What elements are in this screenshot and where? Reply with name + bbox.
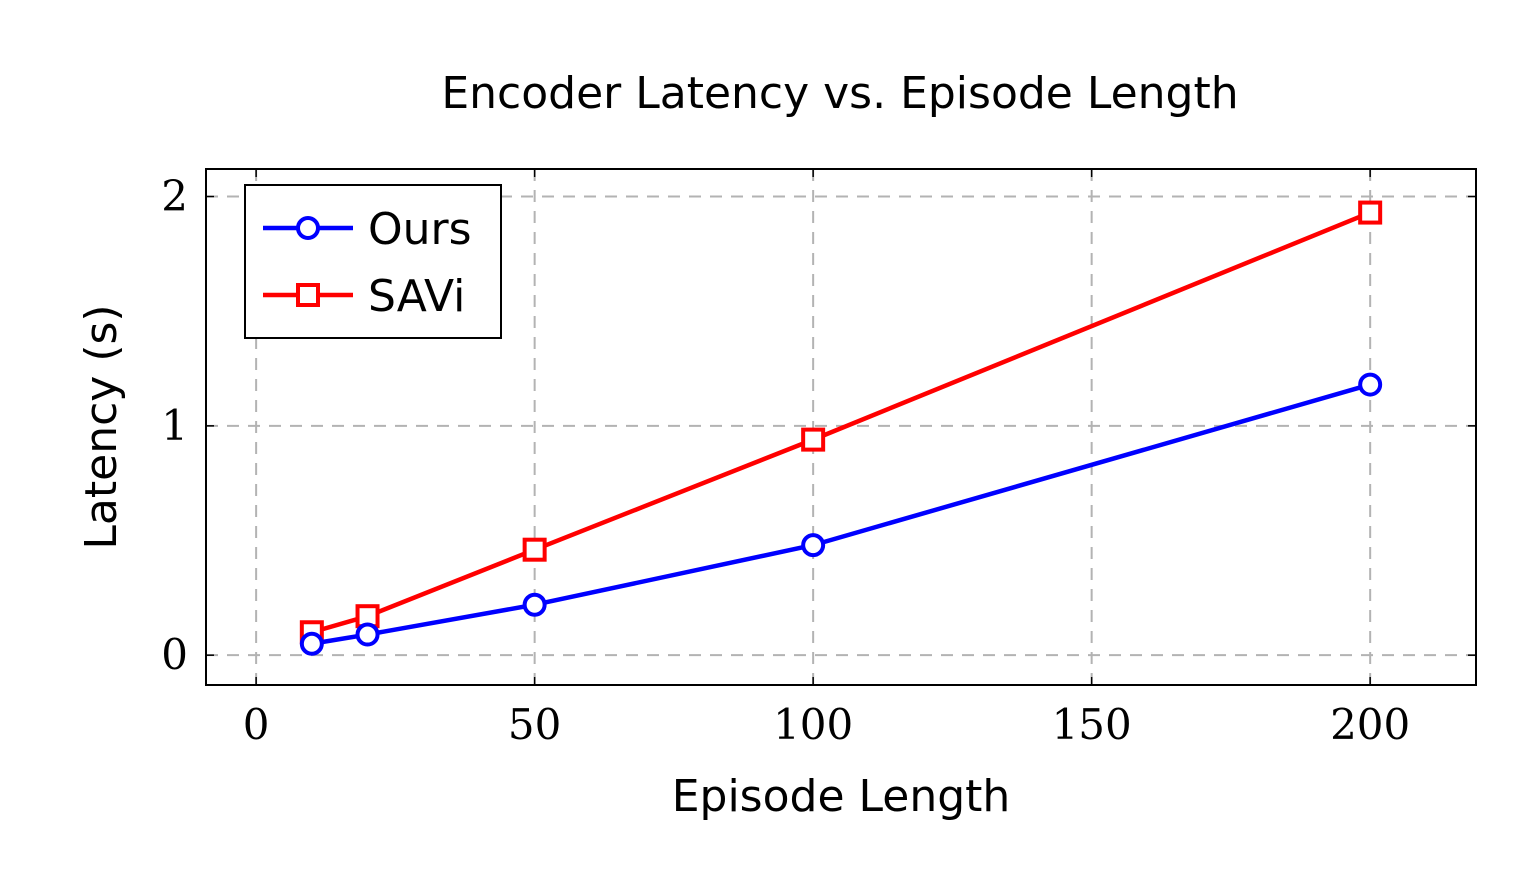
legend-box (244, 184, 502, 339)
data-point-savi (522, 537, 547, 562)
series-line-ours (311, 382, 1371, 646)
x-tick-label: 100 (773, 700, 853, 749)
legend: Ours SAVi (244, 184, 502, 339)
x-tick-label: 200 (1330, 700, 1410, 749)
data-point-ours (1358, 372, 1383, 397)
data-point-savi (801, 427, 826, 452)
legend-label-savi: SAVi (368, 271, 465, 322)
data-point-savi (1358, 200, 1383, 225)
x-tick-label: 0 (243, 700, 270, 749)
y-tick-label: 1 (161, 401, 188, 450)
legend-marker-savi (296, 283, 320, 307)
x-axis-label: Episode Length (672, 771, 1011, 822)
data-point-ours (299, 631, 324, 656)
chart-title: Encoder Latency vs. Episode Length (441, 68, 1238, 119)
plot-area-frame (205, 168, 1477, 686)
series-layer (299, 200, 1383, 656)
y-tick-label: 2 (161, 172, 188, 221)
data-point-ours (801, 533, 826, 558)
legend-marker-ours (296, 216, 320, 240)
data-point-ours (522, 592, 547, 617)
x-tick-label: 150 (1052, 700, 1132, 749)
y-axis-label: Latency (s) (76, 304, 127, 549)
axis-ticks: 0 50 100 150 200 0 1 2 (161, 169, 1476, 749)
series-ours (299, 372, 1383, 656)
x-tick-label: 50 (508, 700, 561, 749)
data-point-ours (355, 622, 380, 647)
legend-label-ours: Ours (368, 204, 472, 255)
y-tick-label: 0 (161, 630, 188, 679)
legend-items: Ours SAVi (263, 204, 472, 322)
